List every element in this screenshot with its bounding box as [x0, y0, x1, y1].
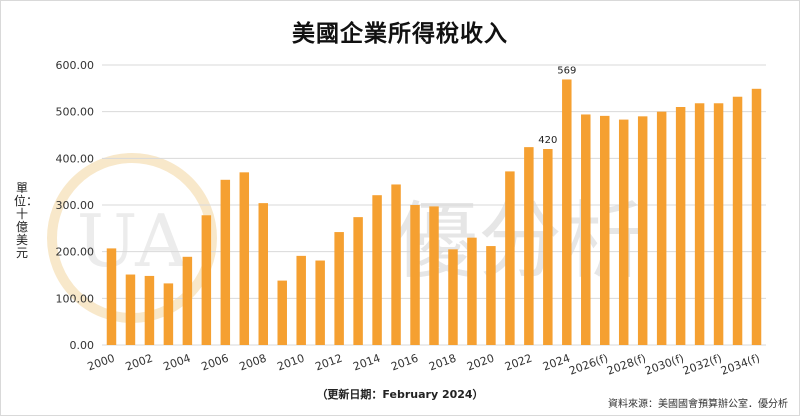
bar-2020	[486, 246, 496, 345]
watermark: UA 優分析	[47, 153, 646, 323]
bar-2021	[505, 171, 515, 345]
bar-2015	[391, 184, 401, 345]
bar-2011	[315, 260, 325, 345]
y-tick-label: 600.00	[56, 59, 95, 72]
x-tick-label: 2030(f)	[643, 352, 685, 378]
x-tick-label: 2010	[275, 352, 306, 374]
y-tick-label: 300.00	[56, 199, 95, 212]
bar-2019	[467, 237, 477, 345]
bar-2007	[239, 172, 250, 345]
x-tick-label: 2008	[238, 352, 269, 374]
bar-2034(f)	[751, 88, 762, 346]
bar-2027(f)	[618, 119, 629, 345]
y-tick-label: 100.00	[56, 292, 95, 305]
bar-2029(f)	[656, 111, 667, 346]
x-tick-label: 2020	[465, 352, 496, 374]
bar-2003	[163, 283, 174, 345]
bar-2022	[524, 147, 534, 345]
bar-2001	[125, 274, 136, 345]
bar-2006	[220, 179, 231, 345]
bar-2032(f)	[713, 103, 724, 346]
x-tick-label: 2002	[124, 352, 155, 374]
data-labels: 420 569	[538, 65, 576, 146]
data-label-2023: 420	[538, 135, 557, 146]
bar-2012	[334, 232, 344, 345]
x-tick-label: 2018	[427, 352, 458, 374]
bar-2017	[429, 206, 439, 345]
bar-2018	[448, 249, 458, 345]
bar-2023	[543, 149, 553, 345]
bar-2025(f)	[581, 114, 591, 345]
bar-2016	[410, 205, 420, 345]
update-date-note: （更新日期：February 2024）	[316, 388, 484, 401]
bar-2004	[182, 256, 193, 345]
x-tick-label: 2004	[162, 352, 193, 374]
bar-2031(f)	[694, 103, 705, 346]
x-tick-label: 2014	[351, 352, 382, 374]
x-axis-ticks: 2000 2002 2004 2006 2008 2010 2012 2014 2016 2018…	[86, 352, 762, 378]
bar-2002	[144, 275, 155, 345]
x-tick-label: 2034(f)	[719, 352, 761, 378]
watermark-logo-text: UA	[77, 199, 188, 283]
bar-2026(f)	[600, 115, 610, 345]
bar-2024	[562, 79, 572, 345]
y-tick-label: 0.00	[70, 339, 95, 352]
y-axis-ticks: 0.00 100.00 200.00 300.00 400.00 500.00 600.00	[56, 59, 95, 352]
bars	[106, 79, 762, 346]
bar-2000	[106, 248, 117, 345]
y-axis-unit-label: 單位：十億美元	[14, 181, 39, 260]
x-tick-label: 2024	[541, 352, 572, 374]
bar-2028(f)	[637, 116, 648, 345]
bar-2005	[201, 215, 212, 345]
bar-2008	[258, 203, 268, 345]
y-tick-label: 400.00	[56, 152, 95, 165]
x-tick-label: 2026(f)	[567, 352, 609, 378]
y-tick-label: 500.00	[56, 106, 95, 119]
bar-2009	[277, 280, 287, 345]
bar-2010	[296, 255, 306, 345]
bar-2030(f)	[675, 107, 686, 345]
bar-2014	[372, 195, 382, 345]
x-tick-label: 2022	[503, 352, 534, 374]
y-tick-label: 200.00	[56, 246, 95, 259]
x-tick-label: 2016	[389, 352, 420, 374]
data-label-2024: 569	[557, 65, 576, 76]
bar-2033(f)	[732, 96, 743, 345]
x-tick-label: 2000	[86, 352, 117, 374]
x-tick-label: 2028(f)	[605, 352, 647, 378]
source-note: 資料來源：美國國會預算辦公室．優分析	[608, 399, 788, 410]
x-tick-label: 2032(f)	[681, 352, 723, 378]
x-tick-label: 2012	[313, 352, 344, 374]
bar-2013	[353, 217, 363, 345]
chart-title: 美國企業所得稅收入	[292, 21, 508, 47]
x-tick-label: 2006	[200, 352, 231, 374]
